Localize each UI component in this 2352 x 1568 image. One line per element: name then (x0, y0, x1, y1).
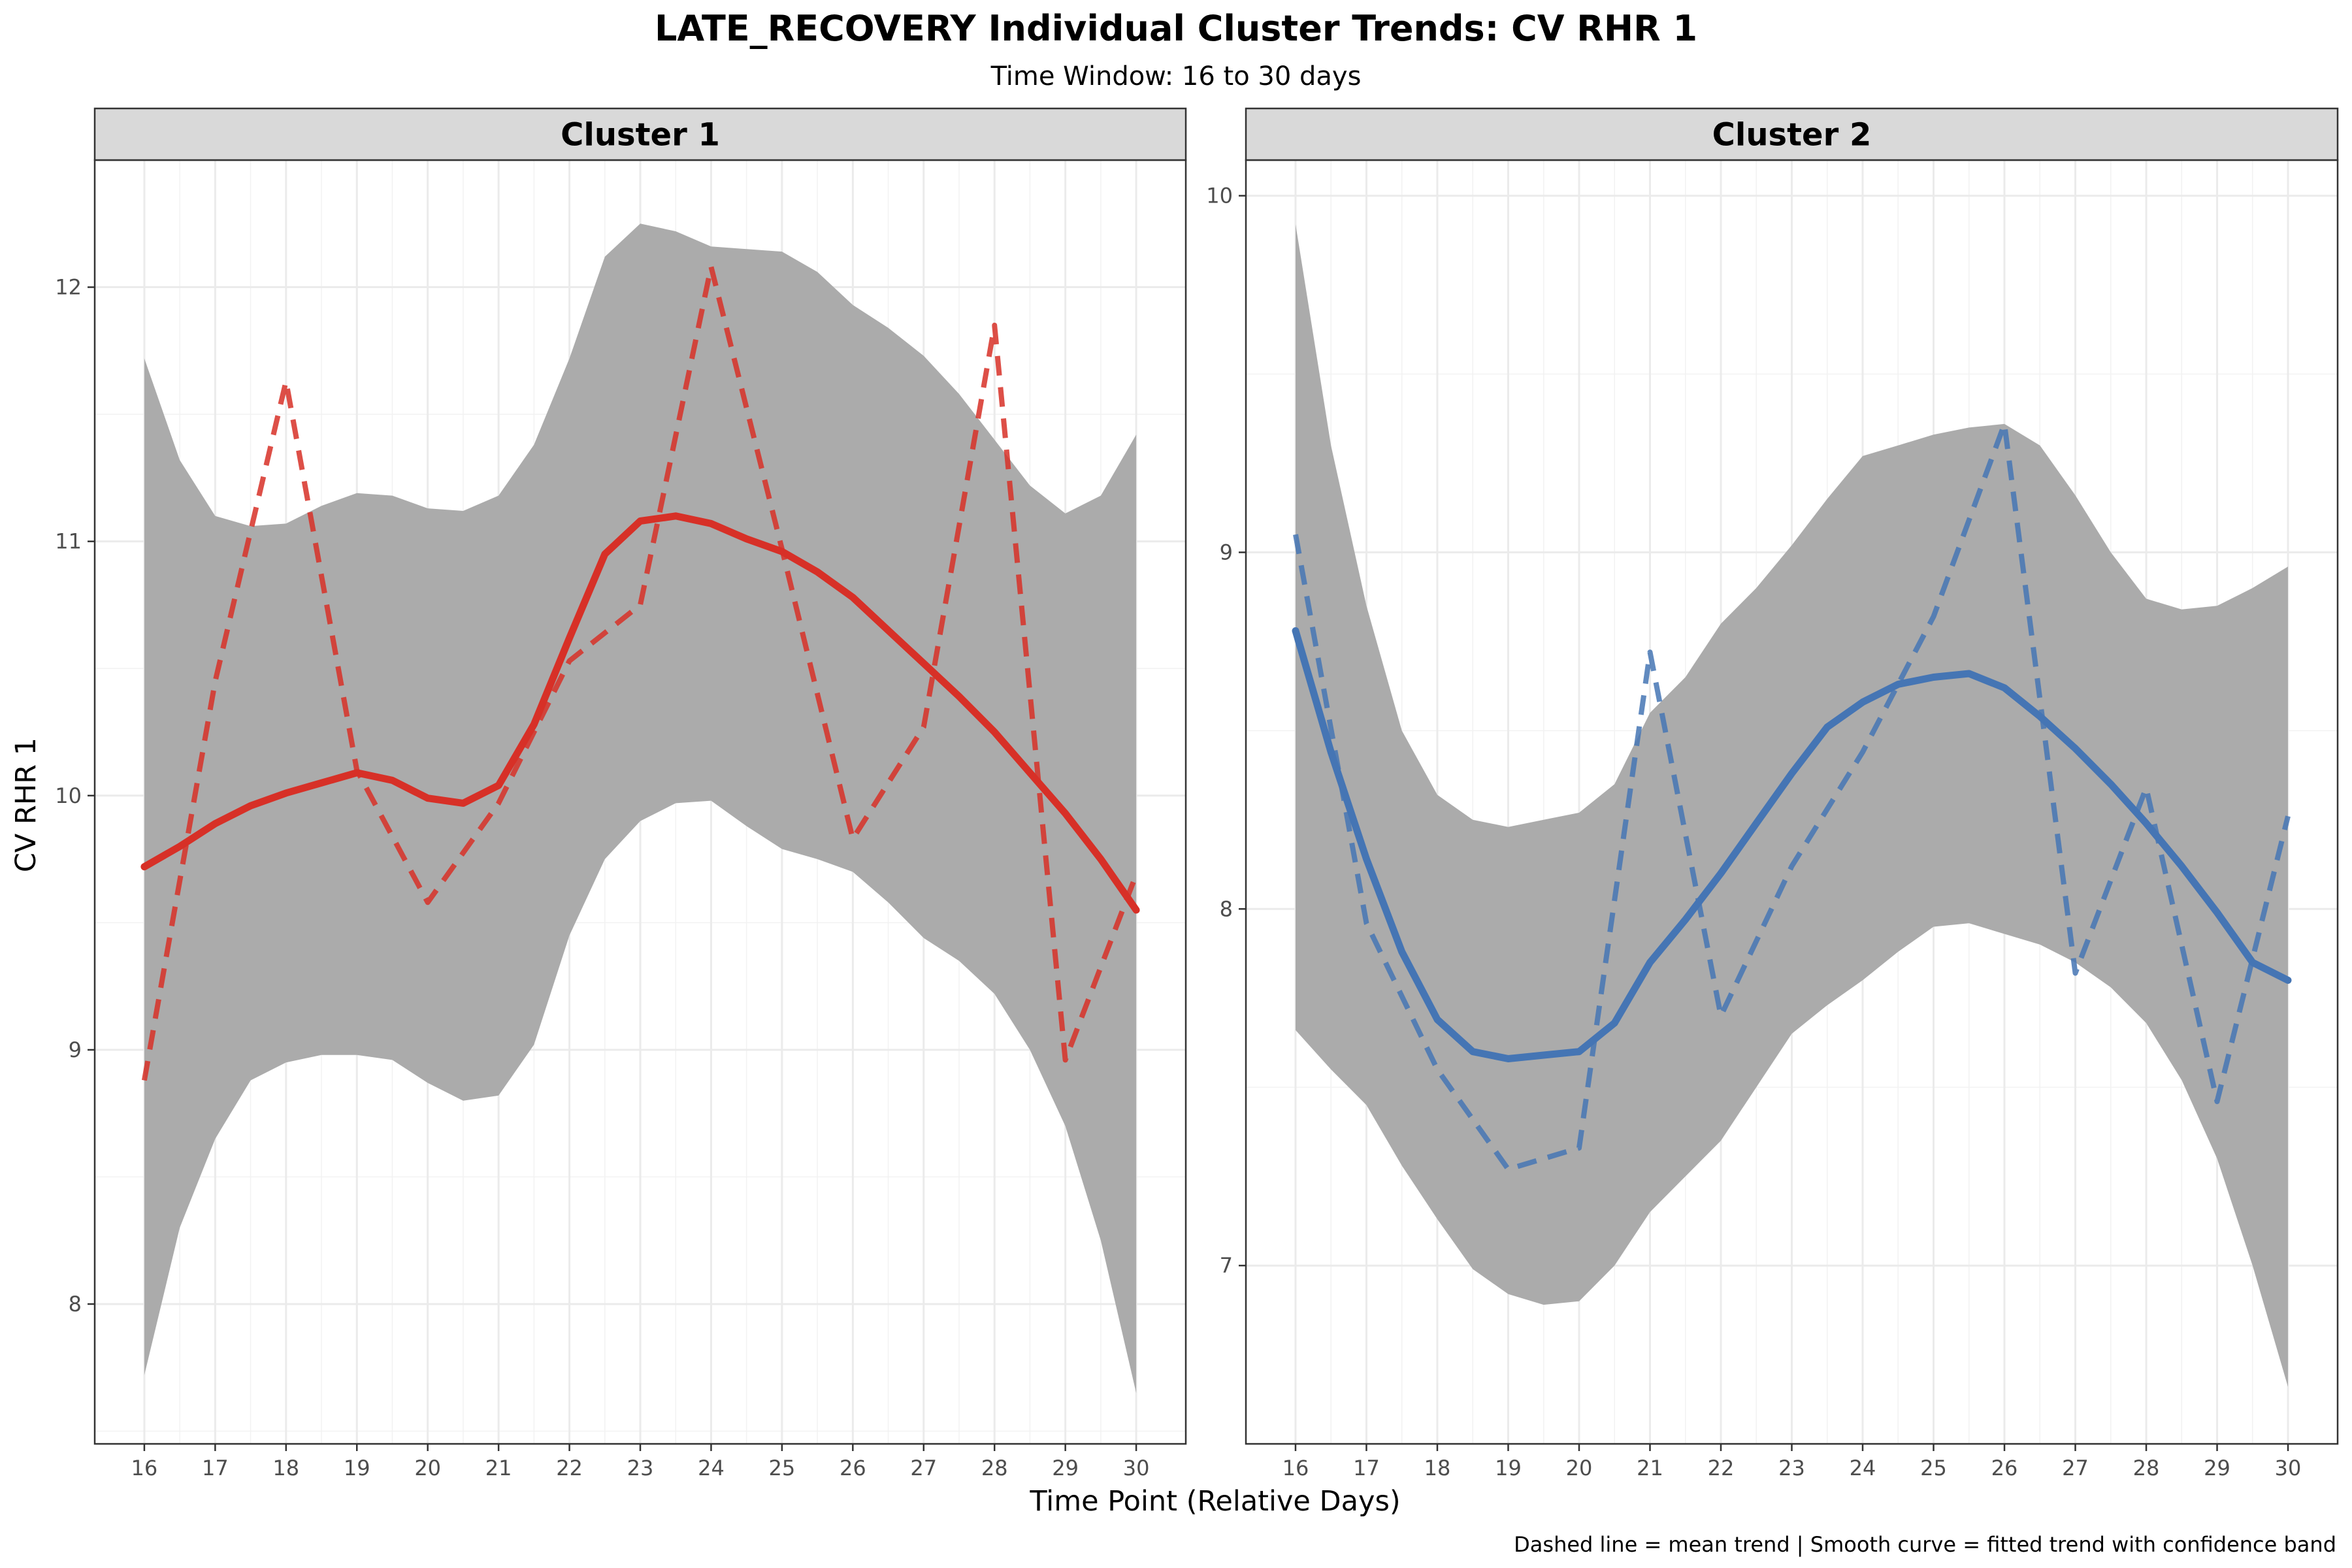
confidence-band (1296, 224, 2288, 1387)
x-tick-label: 19 (344, 1456, 370, 1480)
x-tick-label: 27 (2062, 1456, 2089, 1480)
y-tick-label: 8 (69, 1292, 82, 1316)
x-tick-label: 18 (272, 1456, 299, 1480)
x-tick-label: 25 (1920, 1456, 1947, 1480)
x-tick-label: 28 (981, 1456, 1008, 1480)
x-tick-label: 28 (2133, 1456, 2160, 1480)
chart-caption: Dashed line = mean trend | Smooth curve … (1514, 1532, 2336, 1557)
y-tick-label: 8 (1220, 896, 1233, 921)
chart-subtitle: Time Window: 16 to 30 days (990, 61, 1362, 91)
x-tick-label: 29 (1052, 1456, 1079, 1480)
y-tick-label: 10 (55, 783, 82, 808)
x-tick-label: 16 (131, 1456, 158, 1480)
x-tick-label: 25 (769, 1456, 796, 1480)
x-tick-label: 17 (202, 1456, 229, 1480)
x-tick-label: 18 (1424, 1456, 1451, 1480)
y-tick-label: 10 (1206, 184, 1233, 208)
facet-strip-label: Cluster 1 (561, 117, 720, 154)
chart-title: LATE_RECOVERY Individual Cluster Trends:… (655, 8, 1697, 49)
x-tick-label: 27 (910, 1456, 937, 1480)
y-tick-label: 7 (1220, 1253, 1233, 1278)
smooth-trend-line (140, 512, 1140, 914)
facet-strip (1245, 107, 2339, 161)
y-tick-label: 9 (1220, 540, 1233, 564)
x-axis-title: Time Point (Relative Days) (1029, 1485, 1400, 1518)
x-tick-label: 22 (1708, 1456, 1735, 1480)
x-tick-label: 24 (1850, 1456, 1876, 1480)
panel-2: Cluster 2 16 17 18 19 20 21 22 23 24 25 26 27 28 29 30 7… (1206, 107, 2339, 1480)
confidence-band (144, 223, 1137, 1394)
x-tick-label: 21 (485, 1456, 512, 1480)
x-tick-label: 20 (414, 1456, 441, 1480)
x-tick-label: 19 (1495, 1456, 1522, 1480)
facet-strip-label: Cluster 2 (1712, 117, 1872, 154)
x-tick-label: 22 (556, 1456, 583, 1480)
x-tick-label: 17 (1353, 1456, 1380, 1480)
y-tick-label: 9 (69, 1037, 82, 1062)
x-tick-label: 30 (2275, 1456, 2302, 1480)
x-tick-label: 23 (627, 1456, 654, 1480)
x-tick-label: 26 (1991, 1456, 2018, 1480)
panel-1: Cluster 1 16 17 18 19 20 21 22 23 24 25 26 27 28 29 30 8… (55, 107, 1187, 1480)
x-tick-label: 29 (2204, 1456, 2230, 1480)
y-tick-label: 12 (55, 275, 82, 300)
x-tick-label: 23 (1778, 1456, 1805, 1480)
smooth-trend-line (1292, 627, 2292, 1062)
y-axis-title: CV RHR 1 (10, 738, 42, 872)
y-tick-label: 11 (55, 529, 82, 554)
x-tick-label: 16 (1282, 1456, 1309, 1480)
mean-trend-line (1293, 421, 2291, 1172)
x-tick-label: 21 (1637, 1456, 1663, 1480)
x-tick-label: 30 (1123, 1456, 1150, 1480)
x-tick-label: 26 (840, 1456, 866, 1480)
facet-strip (93, 107, 1187, 161)
x-tick-label: 20 (1566, 1456, 1593, 1480)
x-tick-label: 24 (698, 1456, 725, 1480)
